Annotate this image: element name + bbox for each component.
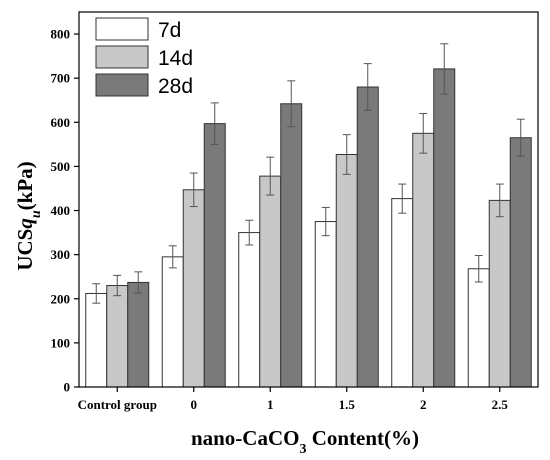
bar [509,137,532,388]
bar [127,281,150,388]
bar [314,221,337,388]
y-axis-title-main: UCS [13,229,37,271]
x-tick-label: 2 [420,397,427,412]
x-axis-title-suffix: Content(%) [306,426,419,450]
bar [106,285,129,388]
bar [85,292,108,388]
x-tick-label: 1.5 [339,397,356,412]
axes: 0 100 200 300 400 500 600 700 800 Control group 0 1… [51,11,539,412]
legend-label: 14d [158,47,193,70]
y-axis-title-sub: u [29,210,44,218]
legend-swatch [95,17,149,41]
x-axis-title-main: nano-CaCO [191,426,300,450]
bar [356,86,379,388]
x-tick-label: 1 [267,397,274,412]
x-tick-label: 0 [191,397,198,412]
x-tick-label: 2.5 [492,397,509,412]
bar [238,232,261,388]
bar [391,198,414,388]
plot-frame [78,11,539,388]
y-tick-label: 800 [51,27,71,42]
x-tick-label: Control group [78,397,157,412]
y-tick-label: 400 [51,203,71,218]
y-tick-label: 500 [51,159,71,174]
bar [203,123,226,388]
bars [85,43,532,388]
bar [433,68,456,388]
legend-label: 7d [158,19,181,42]
bar [259,175,282,388]
y-tick-label: 700 [51,71,71,86]
y-tick-label: 0 [64,380,71,395]
y-tick-label: 100 [51,335,71,350]
y-tick-label: 300 [51,247,71,262]
bar [467,268,490,388]
legend-swatch [95,45,149,69]
y-axis-title-var: q [13,218,37,229]
bar [280,103,303,388]
y-axis-title-unit: (kPa) [13,161,37,210]
bar [161,256,184,388]
legend-label: 28d [158,75,193,98]
legend-swatch [95,73,149,97]
bar [335,154,358,388]
bar [488,199,511,388]
y-tick-label: 200 [51,291,71,306]
bar [182,189,205,388]
legend: 7d 14d 28d [95,17,193,98]
x-axis-title-sub: 3 [299,442,306,457]
x-axis-title: nano-CaCO3 Content(%) [191,426,419,457]
bar [412,132,435,388]
y-tick-label: 600 [51,115,71,130]
y-axis-title: UCSqu(kPa) [13,161,44,270]
